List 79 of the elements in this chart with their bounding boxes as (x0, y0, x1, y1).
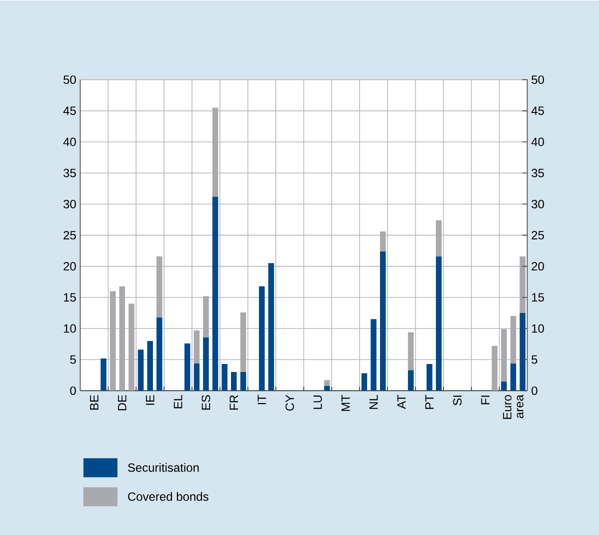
y2-tick-label: 45 (531, 106, 544, 115)
x-tick-label: FR (230, 395, 238, 410)
bar (184, 343, 190, 391)
bar (128, 304, 134, 391)
bar (212, 196, 218, 391)
bar (194, 330, 200, 364)
x-tick-label: IE (146, 395, 154, 405)
x-tick-label: EL (174, 394, 182, 408)
bar (222, 364, 228, 391)
y-tick-label: 5 (70, 355, 76, 364)
bar (156, 256, 162, 318)
x-tick-label: DE (118, 395, 126, 410)
x-tick-label: ES (202, 395, 210, 410)
bar (436, 256, 442, 391)
bar (380, 251, 386, 391)
x-tick-label: Euro area (503, 394, 524, 419)
y-tick-label: 0 (70, 386, 76, 395)
y2-tick-label: 35 (532, 168, 544, 178)
bar (212, 108, 218, 197)
y2-tick-label: 10 (532, 324, 544, 333)
bar (520, 312, 526, 391)
bar (203, 296, 209, 338)
y-tick-label: 15 (64, 293, 76, 302)
bar (156, 317, 162, 391)
bar (510, 363, 516, 391)
y2-tick-label: 15 (532, 293, 544, 302)
x-tick-label: AT (397, 394, 406, 409)
y2-tick-label: 20 (532, 262, 544, 271)
y2-tick-label: 25 (532, 230, 544, 240)
bar (231, 372, 237, 391)
x-tick-label: PT (425, 394, 434, 409)
y-tick-label: 35 (63, 168, 76, 178)
bar (194, 363, 200, 391)
y2-tick-label: 0 (532, 386, 538, 395)
y-tick-label: 40 (63, 138, 76, 146)
bar (119, 286, 126, 391)
bar (501, 381, 507, 391)
bar (138, 350, 144, 391)
bar (492, 346, 498, 391)
bar (408, 332, 414, 370)
y-tick-label: 50 (64, 75, 76, 84)
bar (324, 386, 330, 391)
y-tick-label: 45 (63, 106, 76, 115)
bar (520, 256, 526, 313)
y2-tick-label: 5 (532, 355, 538, 364)
y2-tick-label: 30 (532, 200, 544, 208)
x-tick-label: SI (453, 396, 462, 406)
bar (501, 329, 507, 382)
y-tick-label: 20 (64, 262, 76, 271)
x-tick-label: CY (286, 394, 294, 411)
bar (100, 358, 106, 391)
bar (110, 291, 116, 391)
bar (258, 286, 265, 391)
x-tick-label: LU (314, 396, 322, 409)
y-tick-label: 10 (64, 324, 76, 333)
bar (240, 372, 246, 391)
bar (147, 340, 153, 391)
bar (240, 312, 246, 372)
x-tick-label: IT (258, 394, 266, 404)
bar (408, 370, 414, 391)
bar (324, 380, 330, 386)
y2-tick-label: 40 (531, 138, 544, 146)
bar (380, 231, 386, 252)
y2-tick-label: 50 (532, 75, 544, 84)
bar (361, 373, 368, 391)
y-tick-label: 25 (64, 230, 76, 240)
x-tick-label: BE (90, 395, 98, 410)
bar (436, 220, 442, 256)
legend-label: Covered bonds (128, 492, 208, 501)
legend-label: Securitisation (128, 463, 199, 472)
x-tick-label: FI (481, 396, 490, 404)
x-tick-label: NL (369, 394, 378, 409)
bar (426, 364, 432, 391)
bar (510, 316, 516, 364)
y-tick-label: 30 (63, 200, 76, 208)
bar (203, 337, 209, 391)
bar (370, 319, 376, 391)
x-tick-label: MT (342, 394, 350, 411)
bar (268, 263, 274, 391)
